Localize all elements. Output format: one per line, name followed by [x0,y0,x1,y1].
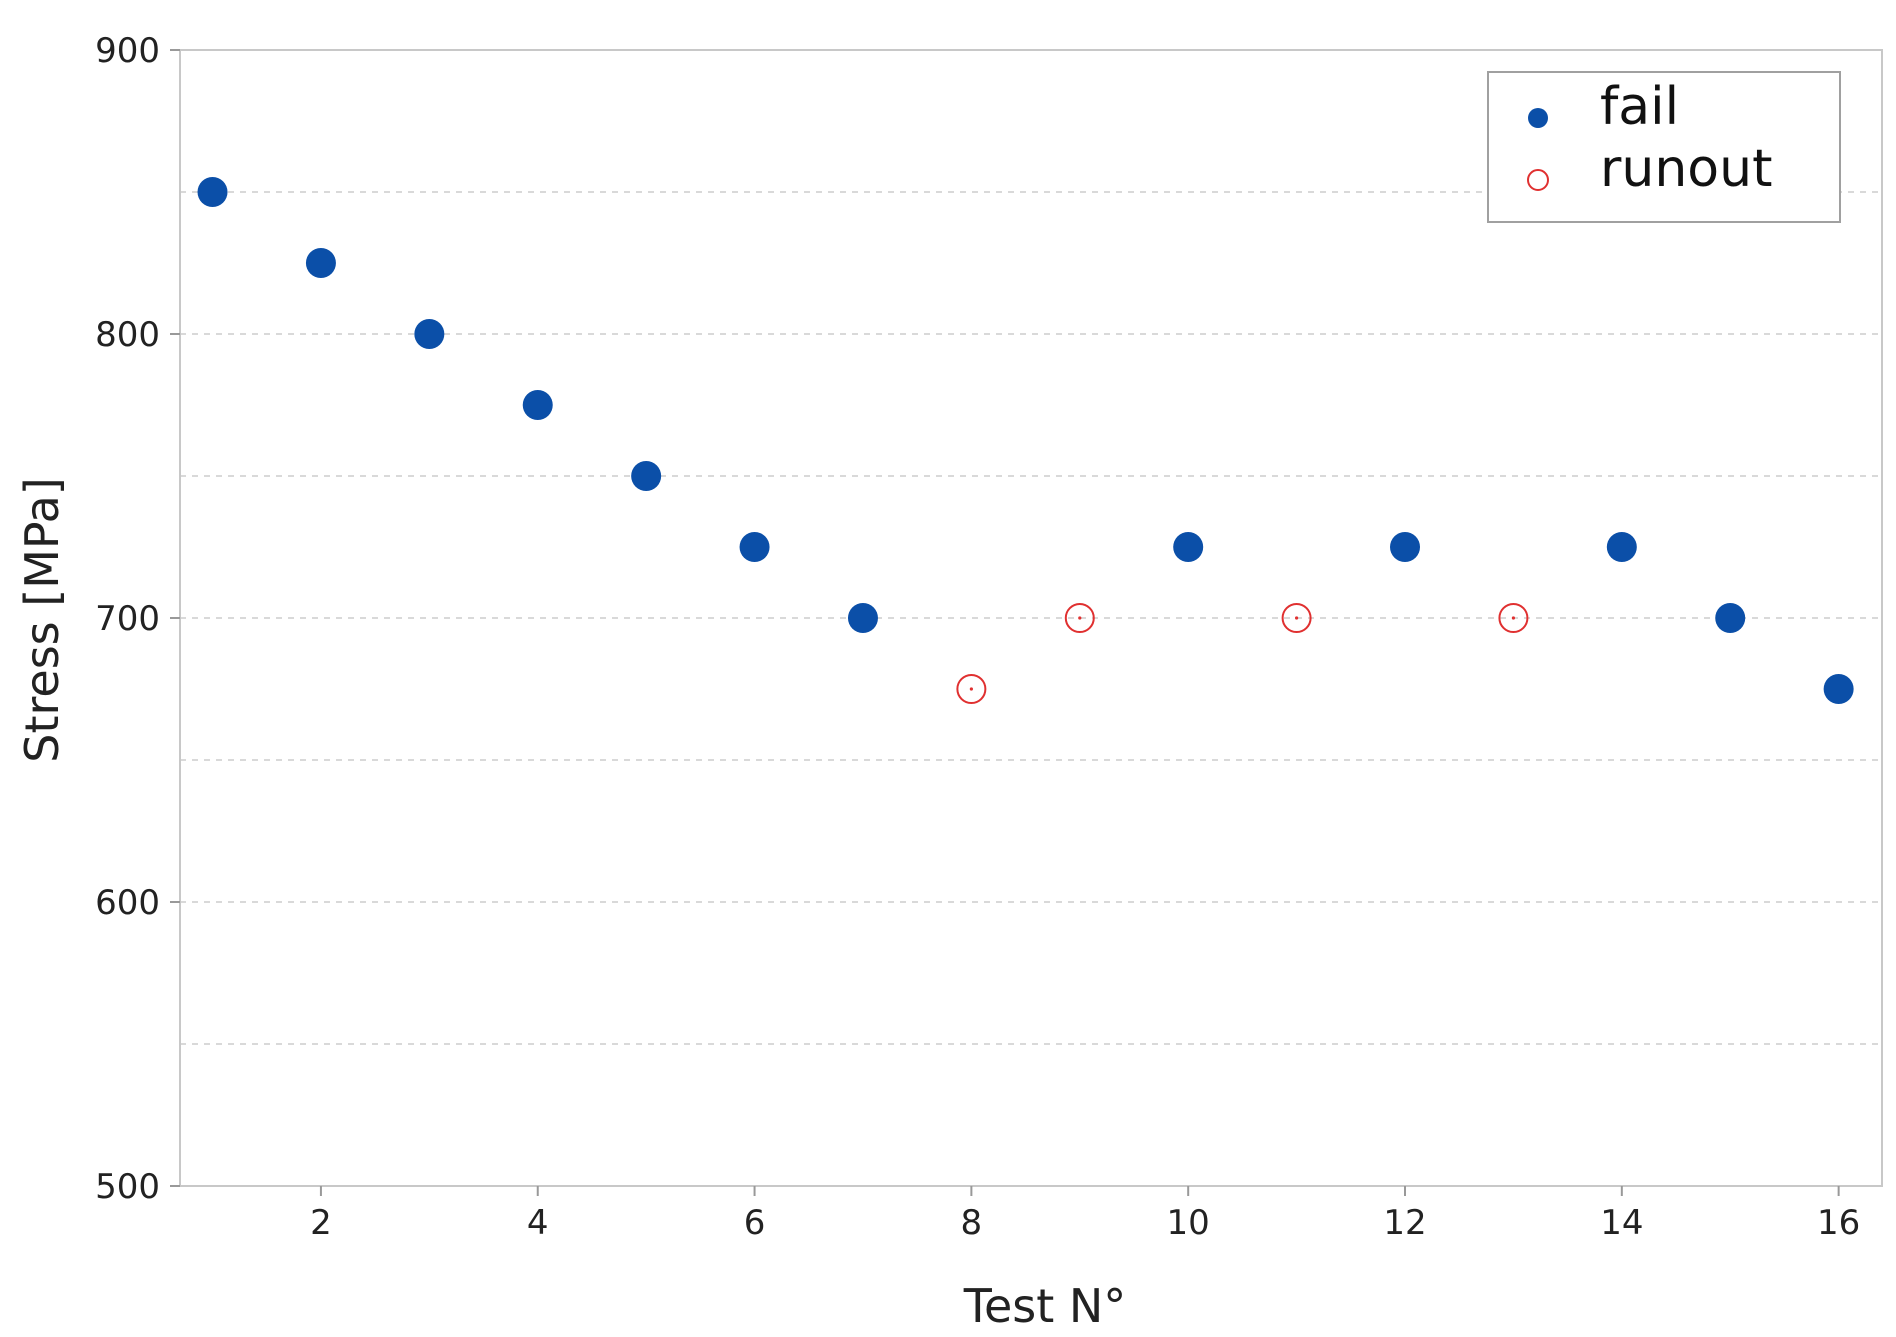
legend-box [1487,71,1841,223]
fail-point [305,248,336,278]
y-axis-ticks: 500 600 700 800 900 [95,31,180,1207]
legend-label-fail: fail [1600,77,1679,137]
x-tick-label: 12 [1383,1203,1426,1243]
legend-marker-runout [1527,169,1549,191]
y-tick-label: 900 [95,31,160,71]
fail-point [1390,532,1421,562]
runout-point [956,674,987,704]
y-tick-label: 700 [95,599,160,639]
y-tick-label: 600 [95,883,160,923]
fail-point [414,319,445,349]
fail-point [1823,674,1854,704]
legend: fail runout [1487,71,1841,223]
x-axis-ticks: 2 4 6 8 10 12 14 16 [310,1186,1860,1243]
legend-marker-fail [1528,108,1548,128]
runout-point-center [1511,616,1516,620]
x-tick-label: 4 [527,1203,549,1243]
fail-point [197,177,228,207]
runout-point-center [969,687,973,691]
x-tick-label: 6 [744,1203,766,1243]
runout-point-center [1294,616,1299,620]
x-tick-label: 2 [310,1203,332,1243]
x-axis-title: Test N° [963,1279,1127,1333]
fail-point [1606,532,1637,562]
fail-point [522,390,553,420]
runout-point [1064,603,1095,633]
x-tick-label: 10 [1167,1203,1210,1243]
runout-point-center [1078,616,1082,620]
fail-point [1173,532,1204,562]
fail-point [739,532,770,562]
fail-point [847,603,878,633]
data-points [197,177,1854,704]
x-tick-label: 16 [1817,1203,1860,1243]
fail-point [1715,603,1746,633]
y-tick-label: 500 [95,1167,160,1207]
x-tick-label: 14 [1600,1203,1643,1243]
runout-point [1281,603,1312,633]
legend-label-runout: runout [1600,139,1772,199]
runout-point [1498,603,1529,633]
y-axis-title: Stress [MPa] [15,477,69,762]
y-tick-label: 800 [95,315,160,355]
x-tick-label: 8 [961,1203,983,1243]
fail-point [631,461,662,491]
